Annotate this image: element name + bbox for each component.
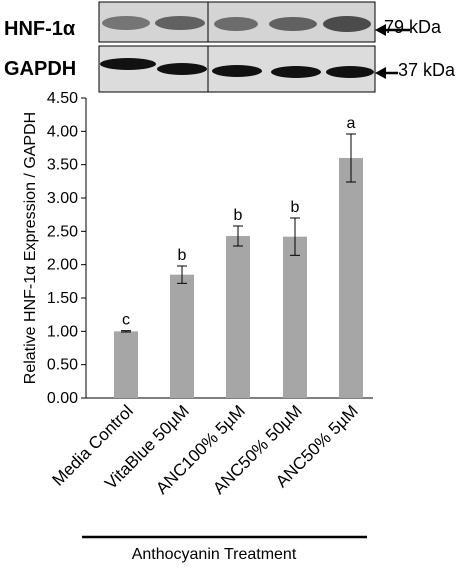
significance-letter: c [122,312,130,329]
error-bar [346,133,356,183]
y-tick-label: 2.50 [47,223,78,240]
band-hnf1a-2 [155,16,205,30]
significance-letter: b [234,207,243,224]
bar [283,236,307,398]
bar [170,274,194,398]
band-gapdh-3 [212,65,262,77]
western-blot: HNF-1α GAPDH 79 kDa 37 kDa [4,1,456,93]
band-gapdh-5 [326,66,374,78]
blot-label-gapdh: GAPDH [4,58,76,80]
band-hnf1a-1 [102,16,150,30]
bar-chart: 0.00 0.50 1.00 1.50 2.00 2.50 3.00 3.50 4.00 4.50… [22,90,373,563]
band-hnf1a-5 [323,16,371,32]
band-gapdh-2 [157,63,207,75]
y-tick-label: 2.00 [47,257,78,274]
y-tick-label: 4.50 [47,90,78,107]
y-tick-label: 3.50 [47,157,78,174]
x-axis-label: Anthocyanin Treatment [132,546,297,563]
significance-letter: b [178,247,187,264]
y-tick-label: 3.00 [47,190,78,207]
y-ticks: 0.00 0.50 1.00 1.50 2.00 2.50 3.00 3.50 4.00 4.50 [47,90,86,407]
y-axis-label: Relative HNF-1α Expression / GAPDH [22,112,39,384]
band-gapdh-1 [100,58,156,70]
band-hnf1a-3 [214,17,258,31]
bars: c b b b a [114,115,363,398]
bar [114,331,138,398]
band-hnf1a-4 [269,17,317,31]
error-bar [177,265,187,284]
error-bar [121,330,131,333]
y-tick-label: 1.50 [47,290,78,307]
error-bar [233,225,243,247]
y-tick-label: 1.00 [47,323,78,340]
significance-letter: b [291,199,300,216]
arrow-icon-gapdh [375,67,398,79]
band-gapdh-4 [271,66,321,78]
error-bar [290,217,300,256]
bar [339,158,363,398]
significance-letter: a [347,115,356,132]
blot-label-hnf1a: HNF-1α [4,18,76,40]
blot-size-hnf1a: 79 kDa [384,17,442,37]
y-tick-label: 0.50 [47,357,78,374]
arrow-icon-hnf1a [375,24,410,36]
y-tick-label: 4.00 [47,123,78,140]
y-tick-label: 0.00 [47,390,78,407]
blot-size-gapdh: 37 kDa [398,60,456,80]
bar [226,236,250,398]
